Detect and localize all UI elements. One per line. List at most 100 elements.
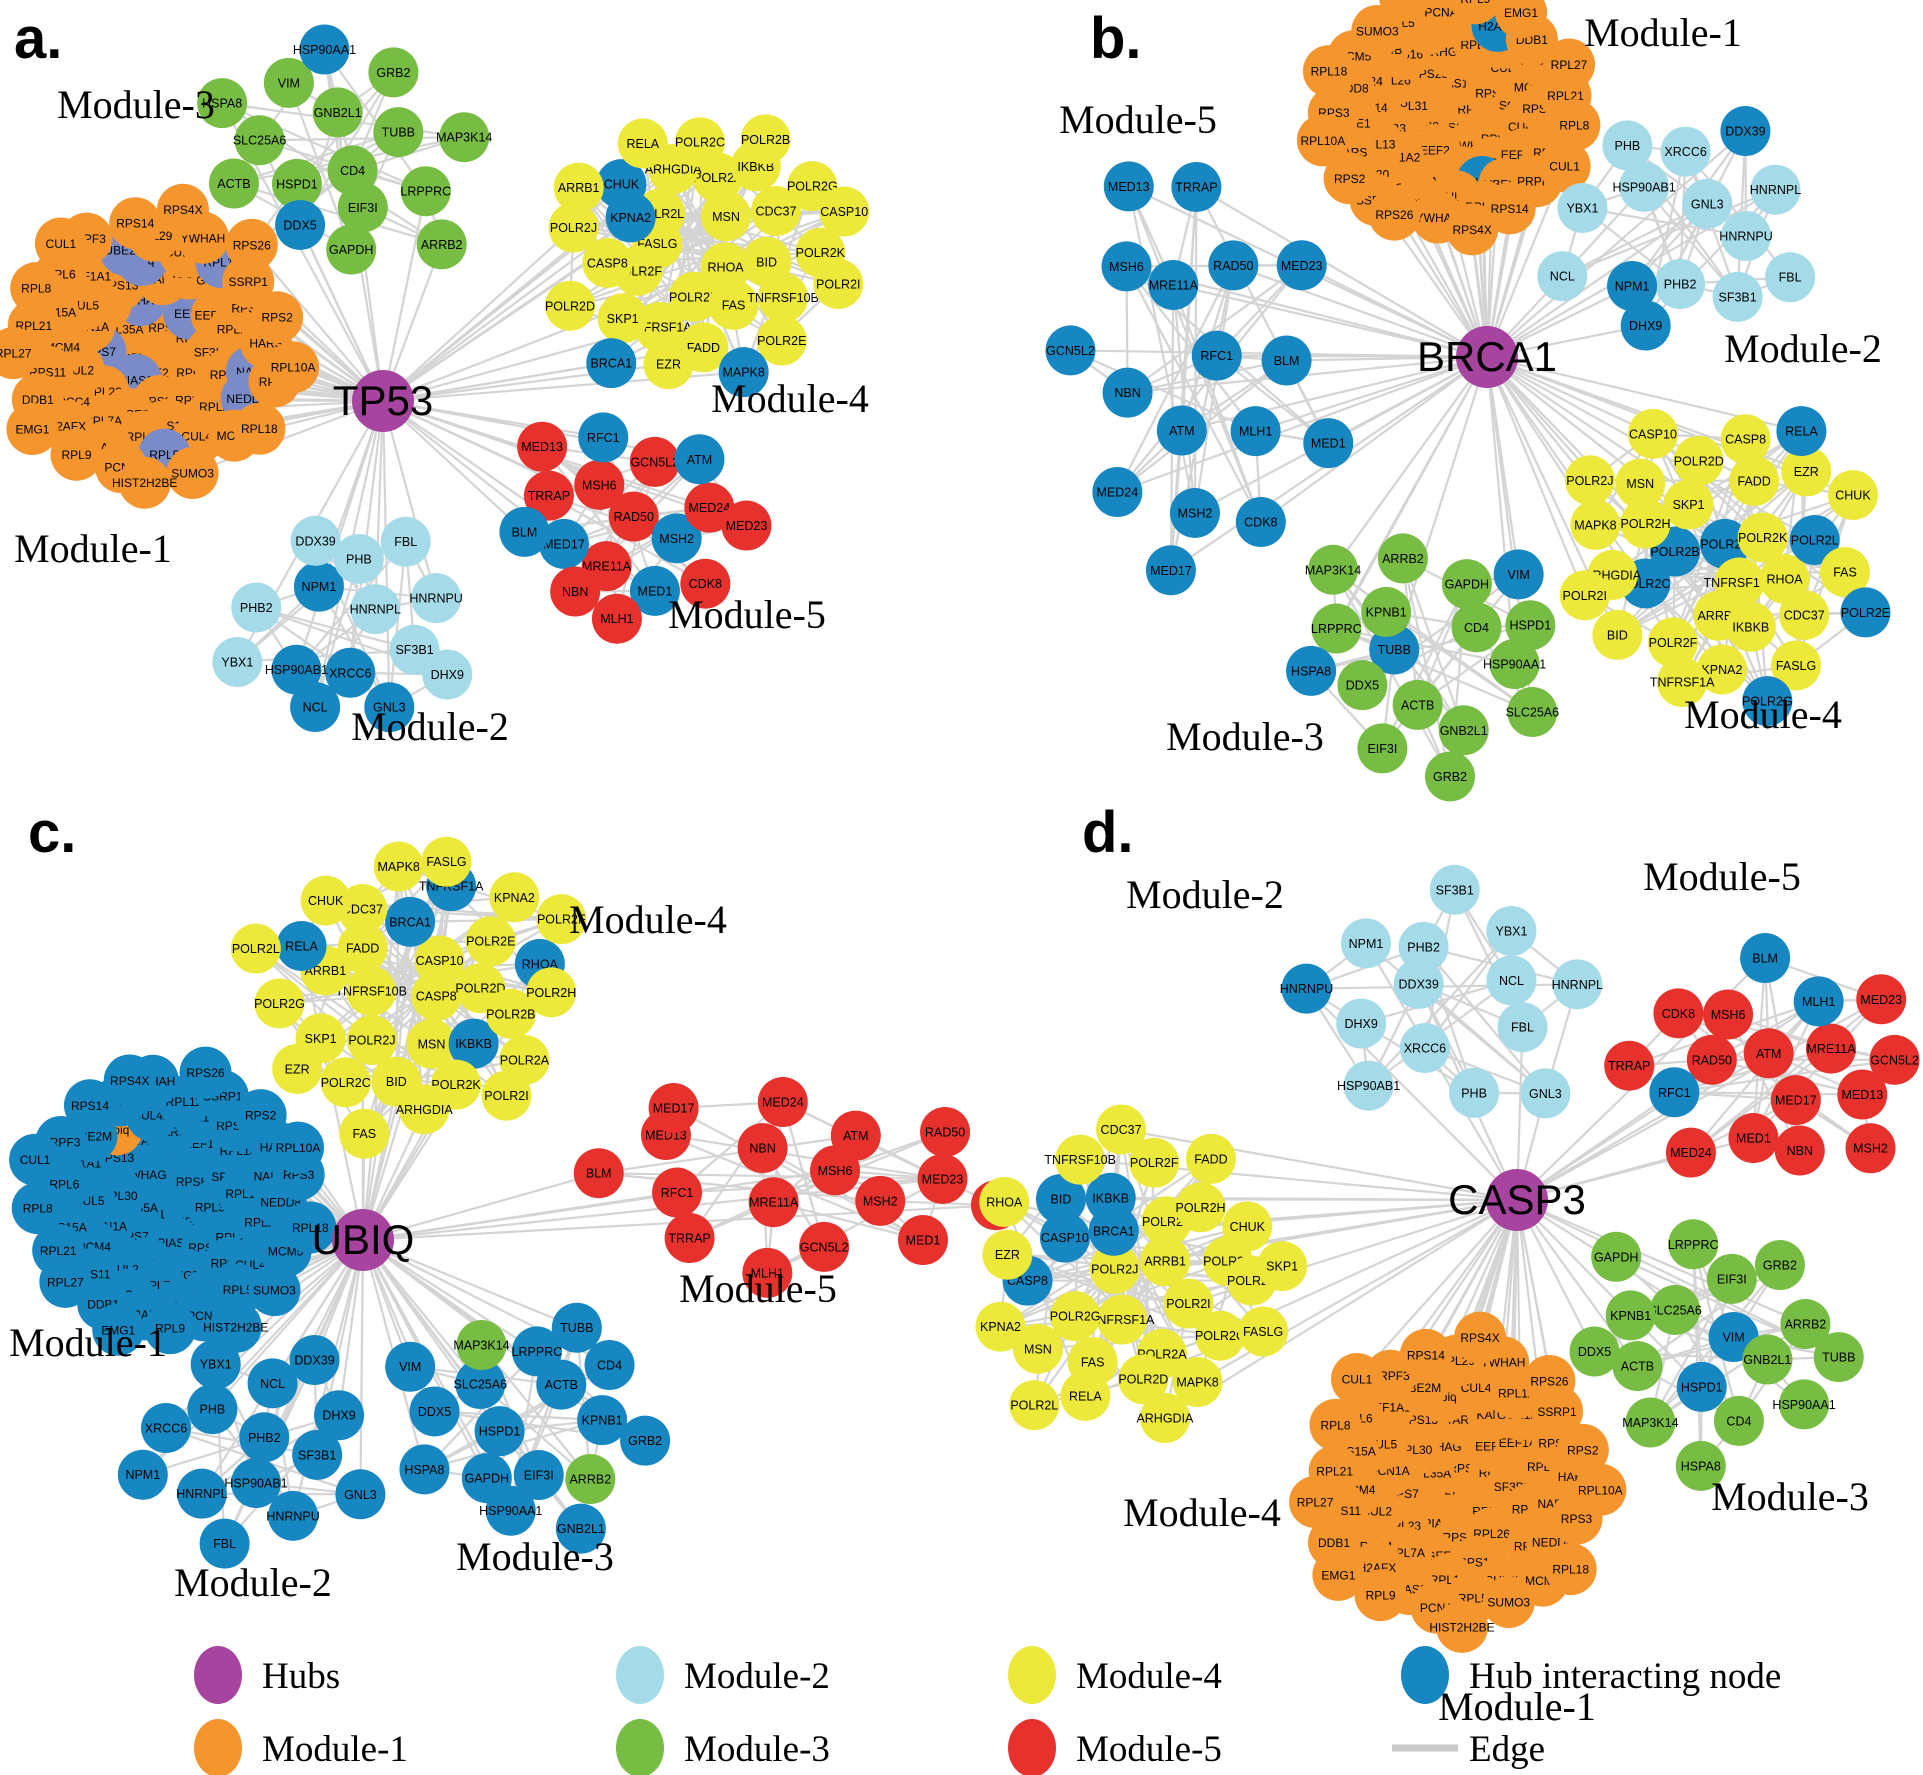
svg-text:MED1: MED1: [906, 1234, 941, 1248]
node-RPL10A: [1296, 114, 1349, 167]
node-BLM: [1740, 933, 1791, 984]
svg-text:POLR2B: POLR2B: [486, 1007, 535, 1021]
node-ATM: [1743, 1028, 1794, 1079]
svg-text:SLC25A6: SLC25A6: [1648, 1303, 1702, 1317]
edge: [665, 1133, 943, 1181]
svg-text:ARHGDIA: ARHGDIA: [396, 1103, 454, 1117]
svg-text:CUL1: CUL1: [46, 237, 77, 251]
node-RPS2: [1323, 152, 1376, 205]
node-MRE11A: [748, 1177, 799, 1228]
node-MLH1: [591, 593, 642, 644]
node-EIF3I: [513, 1449, 564, 1500]
legend-marker-module4: [1008, 1646, 1056, 1704]
node-MAP3K14: [456, 1320, 507, 1371]
node-POLR2D: [1118, 1354, 1169, 1405]
node-POLR2A: [1700, 518, 1751, 569]
node-RPS4X: [1454, 1311, 1507, 1364]
module-label-d-Module-5: Module-5: [1643, 854, 1801, 899]
svg-text:DDX5: DDX5: [1346, 679, 1379, 693]
svg-text:IKBKB: IKBKB: [1092, 1191, 1129, 1205]
svg-text:RFC1: RFC1: [587, 431, 620, 445]
svg-text:NCL: NCL: [1550, 270, 1575, 284]
node-RAD50: [1208, 240, 1259, 291]
svg-text:MSH6: MSH6: [582, 478, 617, 492]
node-MED23: [1856, 974, 1907, 1025]
node-MAPK8: [718, 347, 769, 398]
node-SKP1: [597, 293, 648, 344]
svg-text:BLM: BLM: [1274, 354, 1300, 368]
edge: [541, 446, 656, 592]
node-FADD: [1185, 1133, 1236, 1184]
svg-text:SF3B1: SF3B1: [298, 1448, 336, 1462]
svg-text:FADD: FADD: [346, 942, 379, 956]
edge: [1422, 946, 1547, 1095]
node-HSP90AA1: [1779, 1379, 1830, 1430]
svg-text:RPL27: RPL27: [0, 347, 32, 361]
node-HSPA8: [399, 1444, 450, 1495]
node-XRCC6: [1660, 126, 1711, 177]
svg-text:SKP1: SKP1: [1673, 498, 1705, 512]
node-RPL9: [50, 428, 103, 481]
node-MED1: [898, 1215, 949, 1266]
node-MED24: [684, 482, 735, 533]
hub-edge: [359, 1239, 365, 1495]
module-label-b-Module-1: Module-1: [1584, 10, 1742, 55]
svg-text:HSPA8: HSPA8: [1681, 1459, 1721, 1473]
svg-text:RPS4X: RPS4X: [1460, 1331, 1499, 1345]
node-MAPK8: [1172, 1356, 1223, 1407]
node-HSPD1: [271, 158, 322, 209]
node-GNL3: [364, 682, 415, 733]
svg-text:HSP90AA1: HSP90AA1: [1772, 1398, 1835, 1412]
node-TUBB: [551, 1302, 602, 1353]
svg-text:BLM: BLM: [586, 1167, 612, 1181]
node-PHB2: [239, 1412, 290, 1463]
svg-text:YBX1: YBX1: [200, 1358, 232, 1372]
svg-text:GNL3: GNL3: [373, 701, 406, 715]
node-PHB: [187, 1384, 238, 1435]
node-PHB2: [231, 582, 282, 633]
svg-text:EIF3I: EIF3I: [1367, 742, 1397, 756]
svg-text:SLC25A6: SLC25A6: [233, 134, 287, 148]
node-BLM: [573, 1148, 624, 1199]
svg-text:RPS4X: RPS4X: [110, 1074, 149, 1088]
module-label-d-Module-2: Module-2: [1126, 872, 1284, 917]
node-HIST2H2BE: [118, 456, 171, 509]
node-POLR2I: [1559, 570, 1610, 621]
node-MRE11A: [1805, 1023, 1856, 1074]
svg-text:EZR: EZR: [285, 1062, 310, 1076]
node-CUL1: [9, 1133, 62, 1186]
svg-text:TRRAP: TRRAP: [1608, 1059, 1650, 1073]
svg-text:CHUK: CHUK: [1835, 489, 1871, 503]
svg-text:FASLG: FASLG: [426, 855, 466, 869]
edge: [1651, 433, 1769, 702]
svg-text:KPNA2: KPNA2: [980, 1320, 1021, 1334]
node-POLR2C: [1194, 1310, 1245, 1361]
edge: [766, 1177, 944, 1274]
edge: [1652, 433, 1764, 539]
labels: Module-2 Module-5 Module-4 Module-1 Module-3…: [1082, 800, 1869, 1729]
node-RPL18: [1302, 45, 1355, 98]
svg-text:TNFRSF10B: TNFRSF10B: [335, 985, 407, 999]
svg-text:HNRNPU: HNRNPU: [409, 592, 462, 606]
svg-text:DDX5: DDX5: [283, 218, 316, 232]
node-SLC25A6: [234, 115, 285, 166]
svg-text:RPS2: RPS2: [1567, 1443, 1599, 1457]
node-NPM1: [1341, 918, 1392, 969]
svg-text:SF3B1: SF3B1: [1718, 290, 1756, 304]
node-DDX39: [1720, 106, 1771, 157]
svg-text:POLR2E: POLR2E: [757, 334, 806, 348]
node-EZR: [1781, 446, 1832, 497]
svg-text:PHB: PHB: [1615, 139, 1641, 153]
node-GRB2: [1754, 1240, 1805, 1291]
svg-text:BLM: BLM: [512, 525, 538, 539]
svg-text:POLR2J: POLR2J: [1566, 474, 1613, 488]
svg-text:MAP3K14: MAP3K14: [453, 1339, 509, 1353]
node-EIF3I: [1706, 1253, 1757, 1304]
svg-text:CUL1: CUL1: [20, 1153, 51, 1167]
svg-text:EEF2: EEF2: [1420, 144, 1450, 158]
svg-text:TNFRSF1A: TNFRSF1A: [1090, 1313, 1155, 1327]
node-PHB: [333, 533, 384, 584]
node-RELA: [276, 920, 327, 971]
svg-text:GRB2: GRB2: [628, 1434, 662, 1448]
